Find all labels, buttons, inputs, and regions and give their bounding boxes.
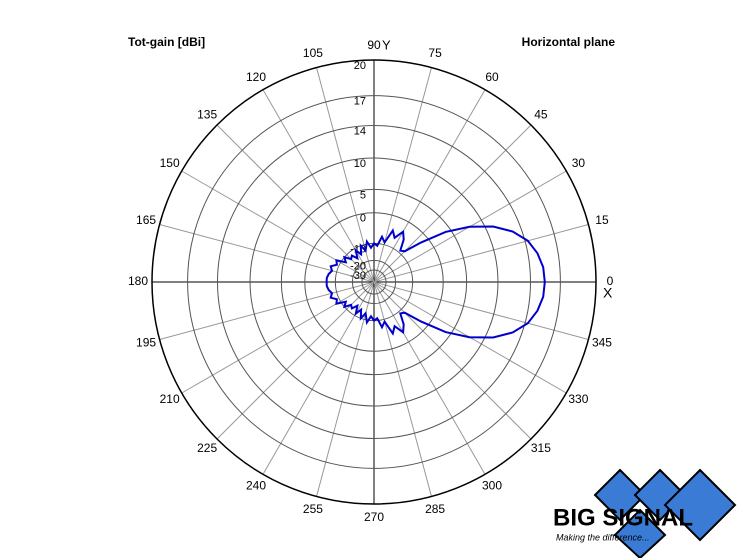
logo: BIG SIGNAL Making the difference...: [553, 468, 737, 558]
angle-label: 150: [160, 156, 180, 170]
logo-diamond: [613, 508, 667, 558]
angle-label: 90: [367, 38, 381, 52]
angle-label: 225: [197, 441, 217, 455]
angle-label: 165: [136, 213, 156, 227]
angle-label: 315: [531, 441, 551, 455]
angle-label: 240: [246, 479, 266, 493]
logo-diamond: [593, 468, 647, 522]
pattern-line: [325, 225, 546, 339]
grid-line: [316, 281, 375, 497]
r-tick-label: -20: [350, 260, 366, 272]
angle-label: 285: [425, 502, 445, 516]
grid-line: [373, 281, 432, 497]
angle-label: 0: [607, 274, 614, 288]
chart-subtitle: Horizontal plane: [522, 35, 616, 49]
grid-circle: [351, 259, 397, 305]
grid-line: [373, 281, 589, 340]
angle-label: 105: [303, 46, 323, 60]
logo-tagline: Making the difference...: [556, 532, 650, 542]
grid-line: [159, 224, 375, 283]
r-tick-label: 17: [354, 96, 366, 108]
grid-line: [181, 281, 375, 394]
angle-label: 345: [592, 335, 612, 349]
r-tick-label: 0: [360, 213, 366, 225]
grid-circle: [151, 59, 597, 505]
x-axis-label: X: [603, 285, 613, 301]
grid-line: [159, 281, 375, 340]
r-tick-label: 14: [354, 125, 366, 137]
grid-circle: [187, 95, 561, 469]
angle-label: 30: [572, 156, 586, 170]
grid-line: [316, 67, 375, 283]
angle-label: 60: [485, 70, 499, 84]
grid-circle: [249, 157, 499, 407]
r-tick-label: 5: [360, 189, 366, 201]
angle-label: 255: [303, 502, 323, 516]
r-tick-label: 10: [354, 158, 366, 170]
y-axis-label: Y: [382, 37, 391, 52]
grid-line: [216, 281, 375, 440]
angle-label: 330: [568, 392, 588, 406]
angle-label: 135: [197, 107, 217, 121]
grid-line: [216, 124, 375, 283]
grid-line: [373, 124, 532, 283]
grid-line: [373, 89, 486, 283]
angle-label: 210: [160, 392, 180, 406]
chart-title: Tot-gain [dBi]: [128, 35, 205, 49]
logo-diamond: [663, 468, 737, 542]
angle-label: 75: [428, 46, 442, 60]
grid-circle: [216, 124, 532, 440]
angle-label: 195: [136, 335, 156, 349]
angle-label: 180: [128, 274, 148, 288]
grid-line: [181, 170, 375, 283]
grid-line: [373, 224, 589, 283]
grid-circle: [280, 188, 468, 376]
angle-label: 300: [482, 479, 502, 493]
grid-line: [373, 281, 532, 440]
logo-name: BIG SIGNAL: [553, 504, 693, 531]
angle-label: 15: [595, 213, 609, 227]
grid-line: [373, 67, 432, 283]
grid-circle: [361, 269, 387, 295]
angle-label: 45: [534, 107, 548, 121]
angle-label: 120: [246, 70, 266, 84]
grid-line: [373, 281, 486, 475]
grid-circle: [304, 212, 444, 352]
r-tick-label: 20: [354, 60, 366, 72]
angle-label: 270: [364, 510, 384, 524]
